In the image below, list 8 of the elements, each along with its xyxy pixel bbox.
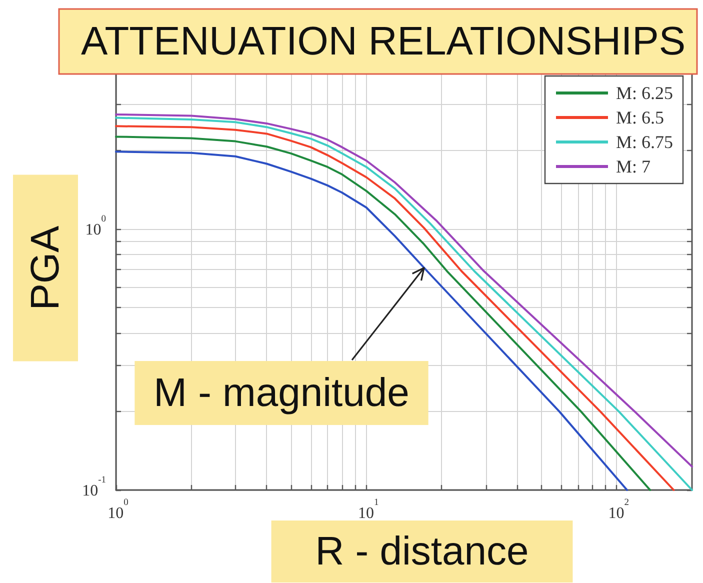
legend-label: M: 6.5 (616, 108, 664, 128)
legend-label: M: 6.75 (616, 132, 674, 152)
legend-label: M: 6.25 (616, 83, 674, 103)
y-axis-title: PGA (24, 225, 68, 310)
legend-label: M: 7 (616, 156, 651, 176)
x-axis-title: R - distance (315, 530, 529, 574)
chart-title: ATTENUATION RELATIONSHIPS (81, 20, 686, 64)
annotation: M - magnitude (154, 371, 410, 415)
